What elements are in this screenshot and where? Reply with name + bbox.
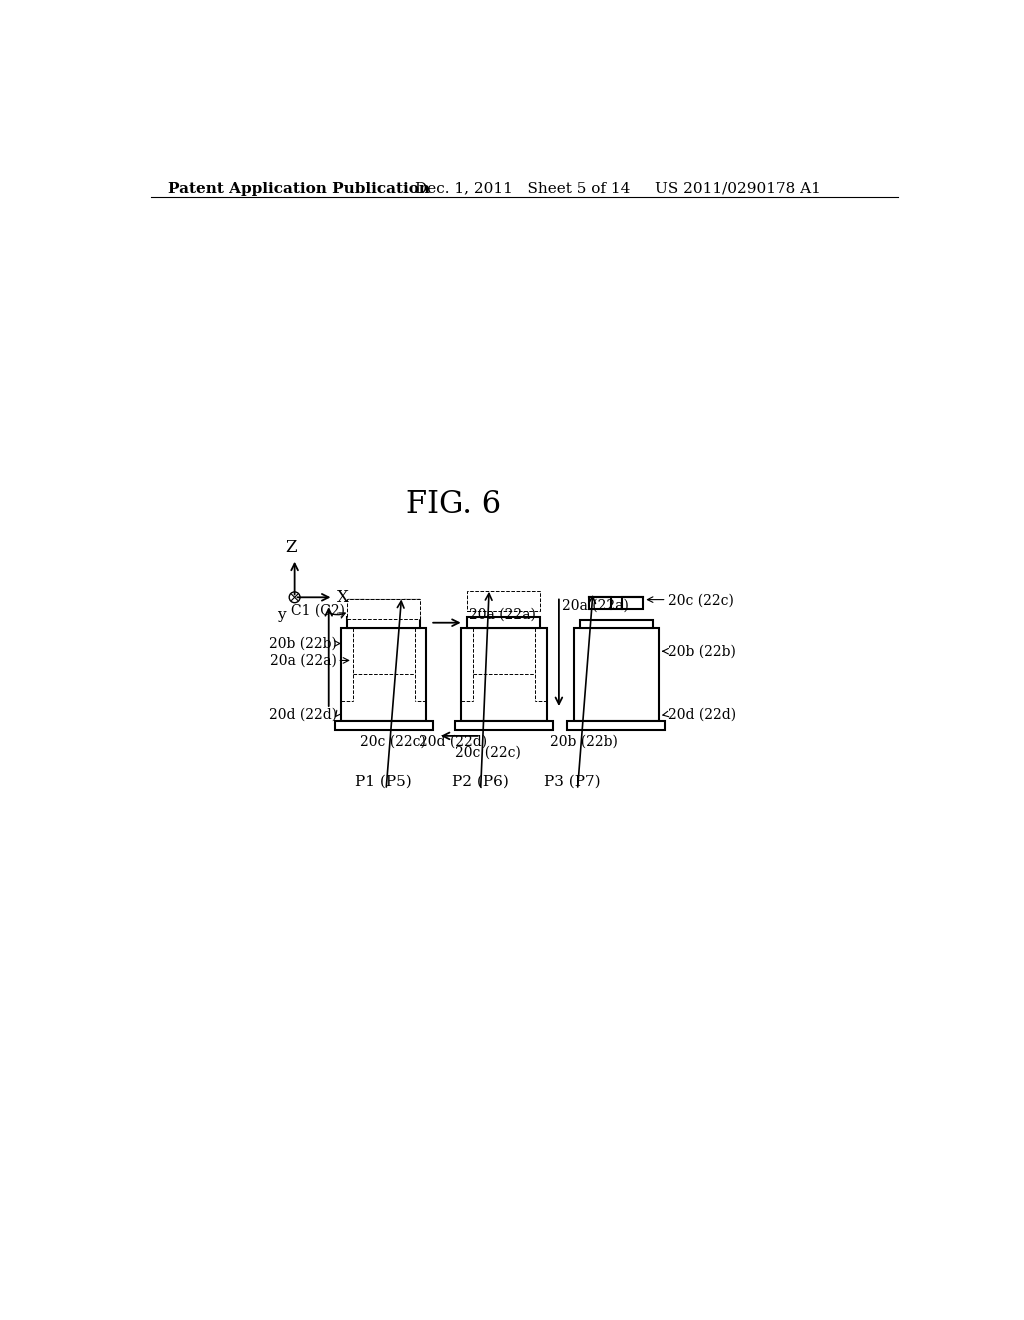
Bar [467, 591, 541, 611]
Bar [404, 601, 419, 618]
Bar [580, 620, 652, 628]
Text: P2 (P6): P2 (P6) [453, 775, 509, 789]
Text: Dec. 1, 2011   Sheet 5 of 14: Dec. 1, 2011 Sheet 5 of 14 [415, 182, 630, 195]
Text: P3 (P7): P3 (P7) [544, 775, 600, 789]
Bar [567, 721, 665, 730]
Text: P1 (P5): P1 (P5) [355, 775, 412, 789]
Bar [461, 628, 547, 721]
Text: Patent Application Publication: Patent Application Publication [168, 182, 430, 195]
Text: 20c (22c): 20c (22c) [360, 735, 426, 748]
Text: 20c (22c): 20c (22c) [456, 746, 521, 760]
Text: 20a (22a): 20a (22a) [562, 599, 629, 612]
Text: 20b (22b): 20b (22b) [269, 636, 337, 651]
Bar [622, 597, 643, 609]
Bar [467, 618, 541, 628]
Text: 20b (22b): 20b (22b) [669, 644, 736, 659]
Bar [335, 721, 432, 730]
Text: Z: Z [286, 539, 297, 556]
Text: C1 (C2): C1 (C2) [291, 605, 345, 618]
Bar [455, 721, 553, 730]
Text: US 2011/0290178 A1: US 2011/0290178 A1 [655, 182, 821, 195]
Bar [341, 628, 426, 721]
Text: FIG. 6: FIG. 6 [406, 490, 501, 520]
Bar [573, 628, 658, 721]
Text: y: y [276, 609, 286, 622]
Bar [524, 593, 539, 610]
Text: 20c (22c): 20c (22c) [669, 594, 734, 609]
Bar [347, 599, 420, 619]
Bar [349, 601, 362, 618]
Text: 20d (22d): 20d (22d) [269, 708, 337, 721]
Text: 20a (22a): 20a (22a) [270, 653, 337, 668]
Text: 20d (22d): 20d (22d) [420, 735, 487, 748]
Text: 20d (22d): 20d (22d) [669, 708, 736, 721]
Text: X: X [337, 589, 348, 606]
Bar [347, 618, 420, 628]
Bar [469, 593, 483, 610]
Text: 20b (22b): 20b (22b) [550, 735, 618, 748]
Bar [589, 597, 611, 609]
Text: 20a (22a): 20a (22a) [469, 607, 536, 622]
